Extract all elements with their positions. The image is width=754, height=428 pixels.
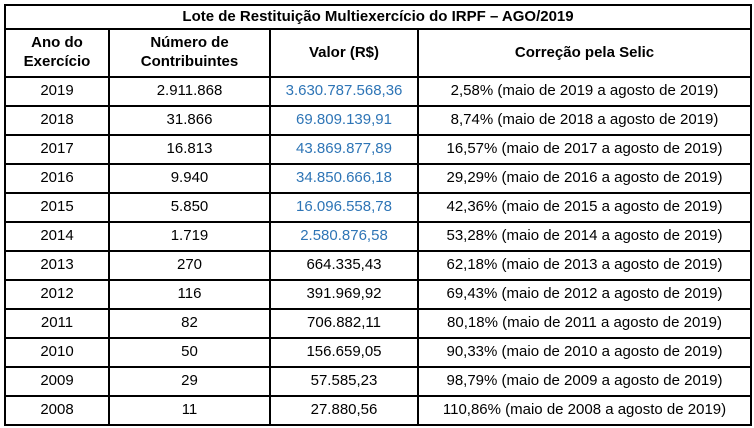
value-cell: 57.585,23 <box>269 366 419 397</box>
selic-cell: 42,36% (maio de 2015 a agosto de 2019) <box>416 192 753 223</box>
table-row: 2018 31.866 69.809.139,91 8,74% (maio de 20… <box>4 105 753 136</box>
irpf-restitution-table: Lote de Restituição Multiexercício do IR… <box>3 4 753 426</box>
year-cell: 2009 <box>4 366 110 397</box>
table-row: 2017 16.813 43.869.877,89 16,57% (maio de 2… <box>4 134 753 165</box>
year-cell: 2012 <box>4 279 110 310</box>
year-cell: 2008 <box>4 395 110 426</box>
value-cell: 156.659,05 <box>269 337 419 368</box>
selic-cell: 8,74% (maio de 2018 a agosto de 2019) <box>416 105 753 136</box>
selic-cell: 53,28% (maio de 2014 a agosto de 2019) <box>416 221 753 252</box>
selic-cell: 80,18% (maio de 2011 a agosto de 2019) <box>416 308 753 339</box>
contributors-cell: 5.850 <box>108 192 271 223</box>
contributors-cell: 50 <box>108 337 271 368</box>
table-row: 2008 11 27.880,56 110,86% (maio de 2008 a a… <box>4 395 753 426</box>
table-body: 2019 2.911.868 3.630.787.568,36 2,58% (maio… <box>4 76 753 426</box>
contributors-cell: 9.940 <box>108 163 271 194</box>
year-cell: 2013 <box>4 250 110 281</box>
column-header-value: Valor (R$) <box>269 28 419 78</box>
selic-cell: 16,57% (maio de 2017 a agosto de 2019) <box>416 134 753 165</box>
table-row: 2009 29 57.585,23 98,79% (maio de 2009 a ag… <box>4 366 753 397</box>
table-header-row: Ano do Exercício Número de Contribuintes… <box>4 28 753 78</box>
selic-cell: 2,58% (maio de 2019 a agosto de 2019) <box>416 76 753 107</box>
column-header-year: Ano do Exercício <box>4 28 110 78</box>
table-title-row: Lote de Restituição Multiexercício do IR… <box>3 4 753 30</box>
year-cell: 2016 <box>4 163 110 194</box>
table-row: 2015 5.850 16.096.558,78 42,36% (maio de 20… <box>4 192 753 223</box>
table-row: 2011 82 706.882,11 80,18% (maio de 2011 a a… <box>4 308 753 339</box>
table-row: 2019 2.911.868 3.630.787.568,36 2,58% (maio… <box>4 76 753 107</box>
year-cell: 2011 <box>4 308 110 339</box>
selic-cell: 90,33% (maio de 2010 a agosto de 2019) <box>416 337 753 368</box>
contributors-cell: 31.866 <box>108 105 271 136</box>
value-cell: 3.630.787.568,36 <box>269 76 419 107</box>
year-cell: 2015 <box>4 192 110 223</box>
selic-cell: 98,79% (maio de 2009 a agosto de 2019) <box>416 366 753 397</box>
table-row: 2014 1.719 2.580.876,58 53,28% (maio de 201… <box>4 221 753 252</box>
year-cell: 2010 <box>4 337 110 368</box>
selic-cell: 62,18% (maio de 2013 a agosto de 2019) <box>416 250 753 281</box>
year-cell: 2018 <box>4 105 110 136</box>
value-cell: 664.335,43 <box>269 250 419 281</box>
table-row: 2013 270 664.335,43 62,18% (maio de 2013 a … <box>4 250 753 281</box>
table-row: 2016 9.940 34.850.666,18 29,29% (maio de 20… <box>4 163 753 194</box>
contributors-cell: 1.719 <box>108 221 271 252</box>
selic-cell: 29,29% (maio de 2016 a agosto de 2019) <box>416 163 753 194</box>
value-cell: 2.580.876,58 <box>269 221 419 252</box>
table-row: 2012 116 391.969,92 69,43% (maio de 2012 a … <box>4 279 753 310</box>
contributors-cell: 2.911.868 <box>108 76 271 107</box>
year-cell: 2017 <box>4 134 110 165</box>
contributors-cell: 16.813 <box>108 134 271 165</box>
column-header-selic: Correção pela Selic <box>416 28 753 78</box>
value-cell: 69.809.139,91 <box>269 105 419 136</box>
contributors-cell: 29 <box>108 366 271 397</box>
value-cell: 27.880,56 <box>269 395 419 426</box>
contributors-cell: 116 <box>108 279 271 310</box>
selic-cell: 110,86% (maio de 2008 a agosto de 2019) <box>416 395 753 426</box>
table-title: Lote de Restituição Multiexercício do IR… <box>3 4 753 30</box>
table-row: 2010 50 156.659,05 90,33% (maio de 2010 a a… <box>4 337 753 368</box>
contributors-cell: 11 <box>108 395 271 426</box>
value-cell: 34.850.666,18 <box>269 163 419 194</box>
year-cell: 2019 <box>4 76 110 107</box>
contributors-cell: 82 <box>108 308 271 339</box>
value-cell: 16.096.558,78 <box>269 192 419 223</box>
column-header-contributors: Número de Contribuintes <box>108 28 271 78</box>
year-cell: 2014 <box>4 221 110 252</box>
selic-cell: 69,43% (maio de 2012 a agosto de 2019) <box>416 279 753 310</box>
value-cell: 391.969,92 <box>269 279 419 310</box>
contributors-cell: 270 <box>108 250 271 281</box>
value-cell: 43.869.877,89 <box>269 134 419 165</box>
value-cell: 706.882,11 <box>269 308 419 339</box>
